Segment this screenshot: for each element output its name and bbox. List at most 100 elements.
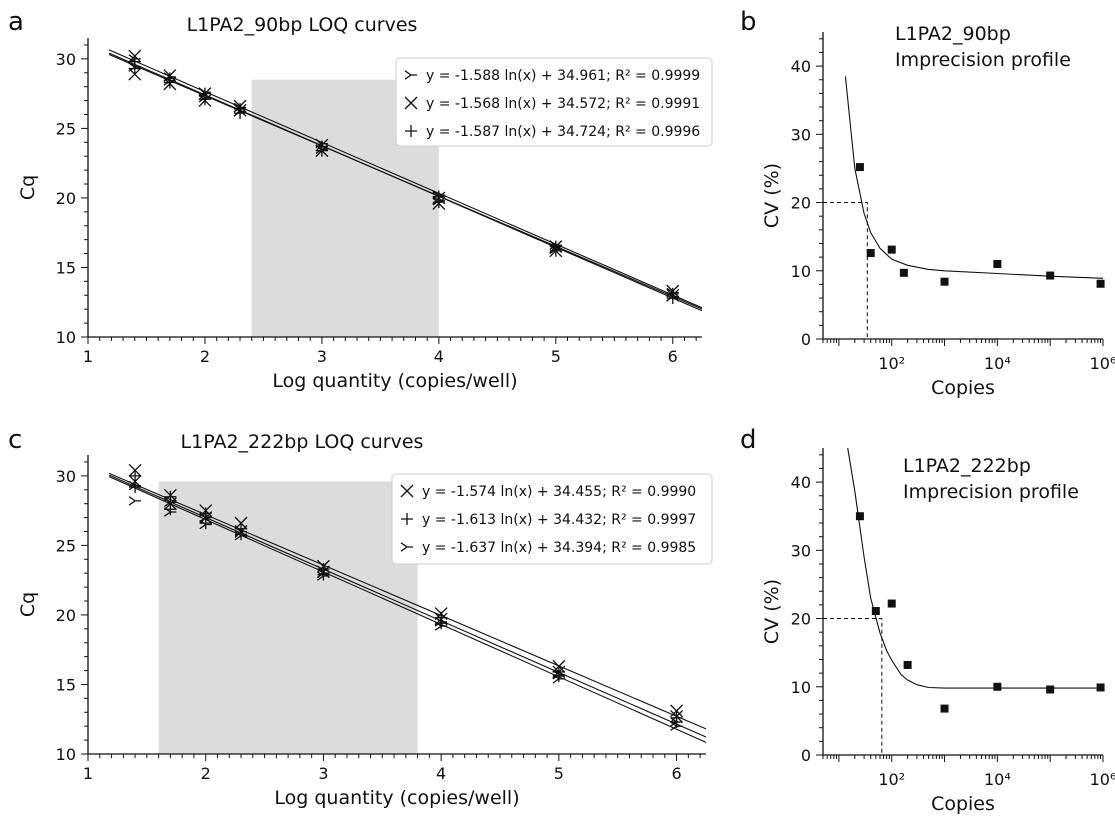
data-point	[317, 568, 330, 581]
x-tick-label: 10⁶	[1090, 354, 1115, 373]
x-tick-label: 10⁶	[1090, 770, 1115, 789]
x-tick-label: 4	[434, 347, 444, 366]
y-tick-label: 30	[56, 467, 76, 486]
data-point	[129, 480, 142, 493]
y-tick-label: 25	[56, 536, 76, 555]
data-point	[993, 682, 1002, 691]
y-axis-label: CV (%)	[761, 163, 783, 228]
legend-marker	[400, 484, 414, 498]
data-point	[128, 496, 142, 506]
chart-title: Imprecision profile	[903, 481, 1079, 503]
legend-entry: y = -1.588 ln(x) + 34.961; R² = 0.9999	[426, 68, 700, 84]
chart-title: L1PA2_222bp	[903, 455, 1031, 477]
x-tick-label: 1	[83, 764, 93, 783]
data-point	[855, 512, 864, 521]
x-axis-label: Log quantity (copies/well)	[274, 787, 519, 809]
chart-title: Imprecision profile	[895, 49, 1071, 71]
data-point	[1046, 271, 1055, 280]
y-tick-label: 30	[791, 541, 811, 560]
data-point	[666, 292, 679, 305]
data-point	[164, 490, 177, 503]
loq-guide	[823, 202, 868, 339]
y-tick-label: 20	[56, 189, 76, 208]
y-tick-label: 10	[791, 262, 811, 281]
y-tick-label: 40	[791, 57, 811, 76]
x-tick-label: 4	[436, 764, 446, 783]
data-point	[129, 469, 142, 482]
data-point	[198, 93, 211, 106]
chart-title: L1PA2_90bp	[895, 23, 1011, 45]
y-tick-label: 15	[56, 675, 76, 694]
x-tick-label: 10²	[878, 770, 905, 789]
chart-d-imprecision-profile: 10² 10⁴ 10⁶ 0 10 20 30 40 Copies CV (%) L1PA2_222b…	[761, 447, 1115, 815]
data-point	[1096, 683, 1105, 692]
legend-entry: y = -1.574 ln(x) + 34.455; R² = 0.9990	[422, 484, 696, 500]
chart-a-loq-curves: 1 2 3 4 5 6 10 15 20 25 30 Log quantity (copies/wel…	[17, 14, 713, 392]
data-point	[1046, 685, 1055, 694]
data-point	[855, 163, 864, 172]
legend-entry: y = -1.568 ln(x) + 34.572; R² = 0.9991	[426, 96, 700, 112]
data-point	[434, 621, 448, 631]
data-point	[128, 480, 142, 491]
x-tick-label: 3	[318, 764, 328, 783]
y-tick-label: 20	[791, 194, 811, 213]
x-axis-label: Copies	[931, 793, 995, 815]
fit-curve	[847, 447, 1103, 689]
x-tick-label: 3	[317, 347, 327, 366]
y-tick-label: 10	[56, 328, 76, 347]
data-point	[670, 721, 683, 731]
legend-entry: y = -1.613 ln(x) + 34.432; R² = 0.9997	[422, 512, 696, 528]
y-tick-label: 10	[791, 678, 811, 697]
x-axis-label: Log quantity (copies/well)	[272, 370, 517, 392]
x-tick-label: 10⁴	[984, 770, 1011, 789]
y-tick-label: 10	[56, 745, 76, 764]
x-tick-label: 2	[201, 764, 211, 783]
x-tick-label: 2	[200, 347, 210, 366]
data-point	[164, 497, 177, 508]
legend-marker	[404, 96, 418, 110]
data-point	[871, 607, 880, 616]
y-axis-label: Cq	[17, 175, 39, 200]
chart-b-imprecision-profile: 10² 10⁴ 10⁶ 0 10 20 30 40 Copies CV (%) L1PA2_90bp…	[761, 23, 1115, 399]
data-point	[1096, 279, 1105, 288]
y-tick-label: 30	[56, 50, 76, 69]
x-tick-label: 1	[83, 347, 93, 366]
y-tick-label: 20	[56, 606, 76, 625]
legend-box	[391, 473, 713, 565]
data-point	[670, 704, 684, 718]
fit-line	[108, 476, 707, 743]
data-point	[887, 245, 896, 254]
panel-letter-a: a	[8, 7, 24, 37]
data-point	[940, 704, 949, 713]
panel-letter-b: b	[740, 7, 757, 37]
data-point	[164, 507, 177, 517]
fit-line	[108, 52, 703, 312]
data-point	[887, 599, 896, 608]
x-axis-label: Copies	[931, 377, 995, 399]
fit-line	[108, 474, 707, 738]
fit-curve	[844, 76, 1104, 279]
x-tick-label: 10⁴	[984, 354, 1011, 373]
legend-entry: y = -1.587 ln(x) + 34.724; R² = 0.9996	[426, 124, 700, 140]
data-point	[317, 568, 330, 578]
x-tick-label: 6	[671, 764, 681, 783]
data-point	[899, 268, 908, 277]
data-point	[940, 277, 949, 286]
legend-marker	[400, 542, 413, 552]
chart-c-loq-curves: 1 2 3 4 5 6 10 15 20 25 30 Log quantity (copies/wel…	[17, 431, 713, 809]
legend-box	[395, 57, 713, 147]
y-tick-label: 20	[791, 610, 811, 629]
panel-letter-d: d	[740, 425, 757, 455]
y-tick-label: 0	[801, 330, 811, 349]
data-point	[993, 259, 1002, 268]
y-tick-label: 30	[791, 125, 811, 144]
panel-letter-c: c	[8, 425, 22, 455]
x-tick-label: 5	[554, 764, 564, 783]
x-tick-label: 5	[551, 347, 561, 366]
chart-title: L1PA2_90bp LOQ curves	[187, 14, 418, 36]
x-tick-label: 6	[668, 347, 678, 366]
legend-marker	[404, 70, 417, 80]
loq-shaded-region	[158, 481, 418, 754]
data-point	[432, 196, 445, 209]
y-tick-label: 25	[56, 119, 76, 138]
